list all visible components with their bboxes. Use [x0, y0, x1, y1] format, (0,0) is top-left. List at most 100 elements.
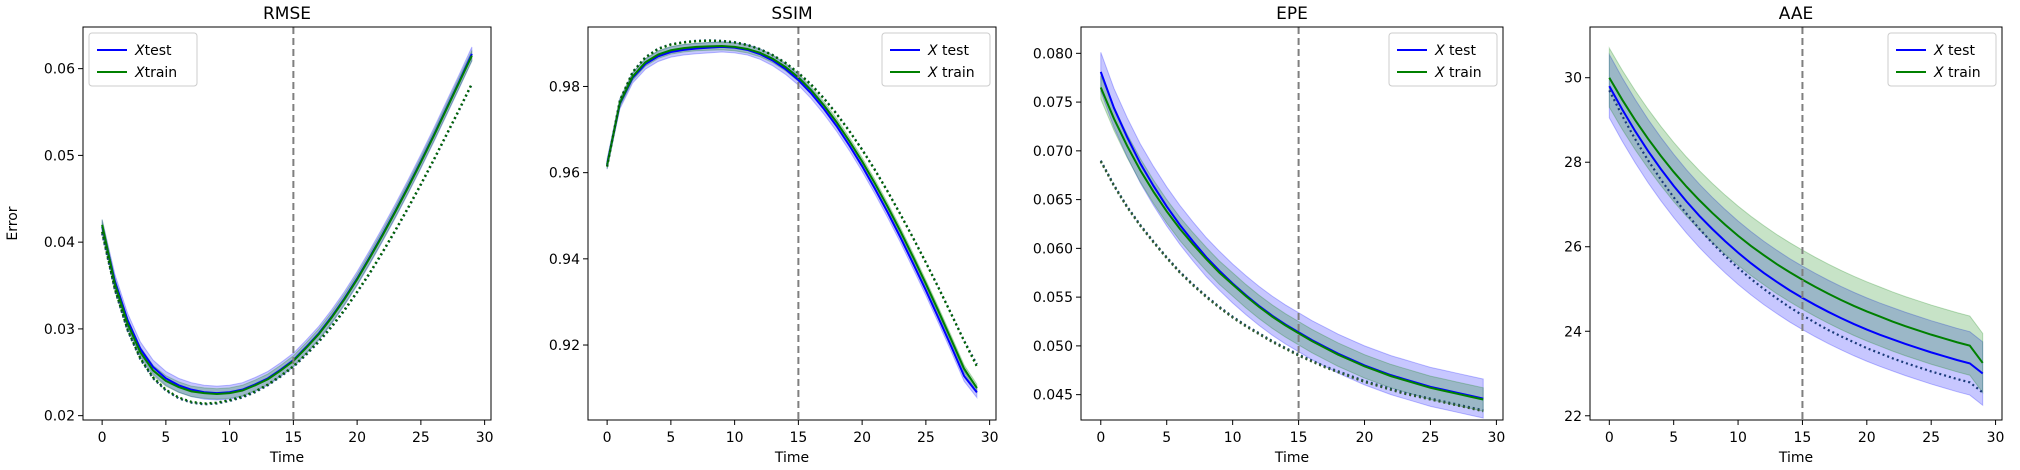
subplot-title: SSIM — [771, 4, 812, 24]
y-tick-label: 0.06 — [44, 62, 75, 78]
legend: Xtest Xtrain — [88, 32, 198, 87]
axes-frame — [82, 26, 492, 421]
y-tick-label: 24 — [1564, 324, 1582, 340]
y-axis-label: Error — [5, 206, 21, 240]
x-tick-label: 25 — [1922, 430, 1940, 446]
legend: X test X train — [1388, 32, 1498, 87]
x-tick-label: 20 — [1356, 430, 1374, 446]
y-tick-label: 30 — [1564, 71, 1582, 87]
confidence-band — [1608, 46, 1984, 395]
x-tick-label: 30 — [981, 430, 999, 446]
y-tick-label: 28 — [1564, 155, 1582, 171]
x-tick-label: 10 — [1224, 430, 1242, 446]
dotted-series-line — [101, 83, 473, 406]
x-tick-label: 15 — [284, 430, 302, 446]
y-tick-label: 0.94 — [549, 252, 580, 268]
legend-entry: X train — [1933, 65, 1981, 81]
x-tick-label: 25 — [917, 430, 935, 446]
dotted-series-line — [606, 39, 978, 365]
dotted-series-line — [1608, 89, 1984, 394]
confidence-band — [1100, 52, 1484, 419]
y-tick-label: 0.04 — [44, 235, 75, 251]
legend: X test X train — [881, 32, 991, 87]
subplot-title: RMSE — [263, 4, 311, 24]
confidence-band — [101, 50, 473, 400]
series-line-x-test — [1099, 71, 1484, 400]
x-tick-label: 20 — [348, 430, 366, 446]
y-tick-label: 0.05 — [44, 148, 75, 164]
y-tick-label: 0.055 — [1033, 290, 1073, 306]
series-line-x-test — [606, 45, 978, 394]
legend-entry: X test — [1434, 43, 1476, 59]
legend-entry: X test — [927, 43, 969, 59]
x-tick-label: 5 — [1162, 430, 1171, 446]
plot-area — [606, 39, 978, 400]
y-tick-label: 22 — [1564, 409, 1582, 425]
x-tick-label: 10 — [1729, 430, 1747, 446]
y-tick-label: 0.060 — [1033, 241, 1073, 257]
x-tick-label: 0 — [1605, 430, 1614, 446]
x-tick-label: 5 — [666, 430, 675, 446]
subplot-title: AAE — [1779, 4, 1813, 24]
x-tick-label: 0 — [1096, 430, 1105, 446]
x-tick-label: 15 — [1290, 430, 1308, 446]
series-line-xtrain — [101, 55, 473, 395]
subplot-ssim: SSIM 0 5 10 15 20 25 30 0.92 0.94 0.96 0.98 Time X te… — [549, 4, 999, 466]
dotted-series-line — [1099, 161, 1484, 413]
x-tick-label: 10 — [221, 430, 239, 446]
dotted-series-line — [606, 39, 978, 368]
series-line-x-test — [1608, 85, 1984, 375]
axes-frame — [587, 26, 997, 421]
confidence-band — [101, 46, 473, 401]
x-axis-label: Time — [774, 450, 809, 466]
x-tick-label: 20 — [1858, 430, 1876, 446]
y-tick-label: 0.02 — [44, 409, 75, 425]
series-line-x-train — [606, 44, 978, 389]
legend: X test X train — [1887, 32, 1997, 87]
plot-area — [101, 46, 473, 406]
confidence-band — [606, 41, 978, 394]
legend-entry: X train — [927, 65, 975, 81]
subplot-aae: AAE 0 5 10 15 20 25 30 22 24 26 28 30 Time X test X tra… — [1564, 4, 2004, 466]
plot-area — [1099, 52, 1484, 419]
axes-frame — [1589, 26, 2003, 421]
y-tick-label: 0.96 — [549, 166, 580, 182]
x-tick-label: 30 — [1987, 430, 2005, 446]
x-tick-label: 30 — [1487, 430, 1505, 446]
x-tick-label: 25 — [412, 430, 430, 446]
y-tick-label: 0.03 — [44, 322, 75, 338]
x-tick-label: 15 — [1794, 430, 1812, 446]
confidence-band — [1608, 52, 1984, 407]
legend-entry: X test — [1933, 43, 1975, 59]
axes-frame — [1080, 26, 1504, 421]
subplot-title: EPE — [1276, 4, 1308, 24]
x-tick-label: 10 — [726, 430, 744, 446]
x-axis-label: Time — [269, 450, 304, 466]
x-tick-label: 5 — [1669, 430, 1678, 446]
dotted-series-line — [101, 82, 473, 405]
legend-entry: Xtrain — [134, 65, 177, 81]
legend-entry: Xtest — [134, 43, 172, 59]
series-line-x-train — [1099, 87, 1484, 401]
y-tick-label: 0.050 — [1033, 339, 1073, 355]
x-tick-label: 30 — [476, 430, 494, 446]
x-tick-label: 5 — [161, 430, 170, 446]
subplot-epe: EPE 0 5 10 15 20 25 30 0.045 0.050 0.055 0.060 0.065… — [1033, 4, 1505, 466]
y-tick-label: 0.070 — [1033, 144, 1073, 160]
x-axis-label: Time — [1274, 450, 1309, 466]
y-tick-label: 0.98 — [549, 79, 580, 95]
x-axis-label: Time — [1778, 450, 1813, 466]
x-tick-label: 15 — [789, 430, 807, 446]
y-tick-label: 0.045 — [1033, 388, 1073, 404]
y-tick-label: 0.065 — [1033, 193, 1073, 209]
legend-entry: X train — [1434, 65, 1482, 81]
confidence-band — [1100, 75, 1484, 412]
series-line-x-train — [1608, 77, 1984, 364]
y-tick-label: 0.92 — [549, 338, 580, 354]
confidence-band — [606, 41, 978, 400]
x-tick-label: 0 — [98, 430, 107, 446]
x-tick-label: 25 — [1422, 430, 1440, 446]
series-line-xtest — [101, 53, 473, 395]
y-tick-label: 26 — [1564, 240, 1582, 256]
